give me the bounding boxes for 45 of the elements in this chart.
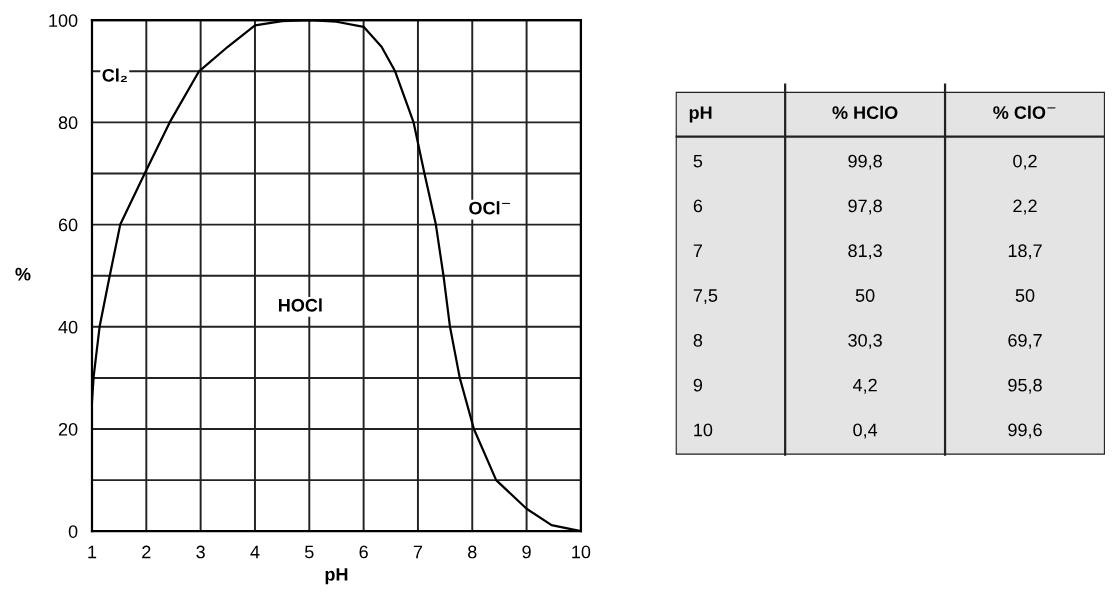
annotation: HOCl [278, 298, 322, 312]
data-label: 50 [1015, 289, 1035, 302]
data-label: 30,3 [848, 333, 882, 349]
y-axis-title: % [15, 267, 31, 281]
data-label: 99,6 [1008, 423, 1042, 439]
x-axis-title: pH [325, 568, 348, 585]
y-tick-label: 40 [58, 320, 78, 334]
category-label: 7,5 [693, 289, 718, 305]
y-tick-label: 100 [49, 14, 78, 27]
category-label: 7 [693, 244, 702, 257]
x-tick-label: 10 [572, 545, 591, 559]
data-label: 97,8 [848, 199, 882, 215]
data-label: 4,2 [852, 378, 877, 394]
x-tick-label: 4 [250, 545, 260, 559]
data-label: 18,7 [1008, 244, 1042, 260]
x-tick-label: 6 [359, 545, 368, 559]
x-tick-label: 2 [142, 545, 151, 559]
data-label: 69,7 [1008, 333, 1042, 349]
x-tick-label: 7 [413, 545, 423, 559]
annotation: OCl$^{−}$ [469, 201, 510, 215]
category-label: 9 [693, 378, 703, 392]
category-label: 10 [694, 423, 713, 437]
data-label: 0,4 [853, 423, 878, 439]
data-label: 81,3 [848, 244, 882, 260]
data-label: 95,8 [1008, 378, 1042, 394]
x-tick-label: 1 [88, 545, 97, 559]
y-tick-label: 80 [58, 116, 78, 130]
data-label: 2,2 [1013, 199, 1037, 215]
category-label: 5 [693, 154, 703, 168]
x-tick-label: 5 [304, 545, 314, 559]
category-label: 8 [693, 333, 703, 347]
x-tick-label: 8 [468, 545, 477, 559]
y-tick-label: 60 [58, 218, 78, 232]
series-label: % HClO [832, 105, 898, 120]
text: % ClO$^{−}$ [993, 105, 1056, 119]
data-label: 99,8 [848, 154, 882, 170]
data-label: 0,2 [1013, 154, 1037, 170]
data-label: 50 [855, 289, 875, 302]
y-tick-label: 0 [68, 525, 78, 538]
text: pH [689, 106, 712, 123]
x-tick-label: 9 [522, 545, 531, 559]
y-tick-label: 20 [58, 422, 78, 436]
category-label: 6 [693, 199, 703, 213]
x-tick-label: 3 [196, 545, 205, 559]
annotation: Cl₂ [102, 68, 127, 83]
